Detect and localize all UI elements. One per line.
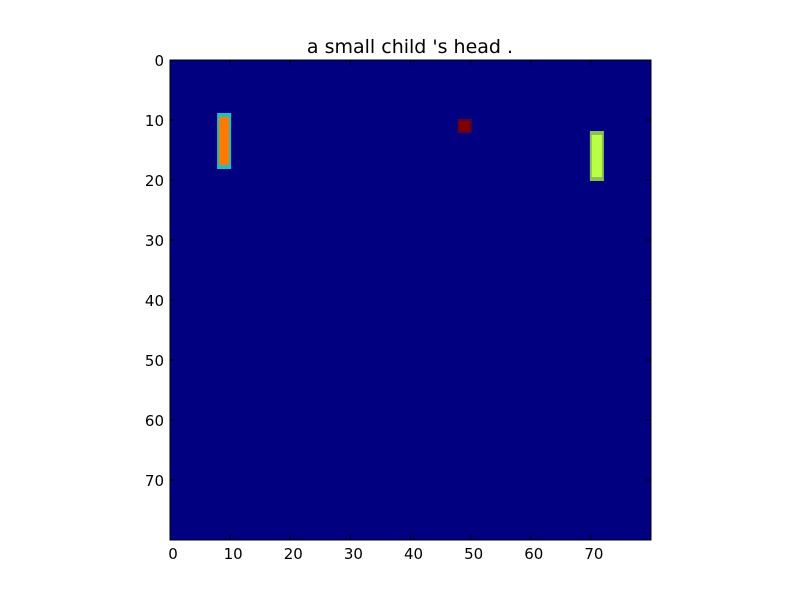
y-tick-label: 50	[145, 352, 164, 370]
y-tick-label: 40	[145, 292, 164, 310]
heatmap-highlight-3	[591, 135, 602, 177]
x-axis: 0 10 20 30 40 50 60 70	[168, 60, 603, 563]
y-tick-label: 20	[145, 172, 164, 190]
y-tick-label: 70	[145, 472, 164, 490]
y-tick-label: 60	[145, 412, 164, 430]
x-tick-label: 40	[404, 545, 423, 563]
y-axis: 0 10 20 30 40 50 60 70	[145, 52, 651, 490]
y-tick-label: 10	[145, 112, 164, 130]
chart-title: a small child 's head .	[307, 36, 513, 58]
y-tick-label: 30	[145, 232, 164, 250]
heatmap-highlight-1	[219, 117, 230, 165]
x-tick-label: 0	[168, 545, 178, 563]
x-tick-label: 20	[284, 545, 303, 563]
heatmap-marks	[217, 113, 604, 181]
x-tick-label: 30	[344, 545, 363, 563]
x-tick-label: 10	[224, 545, 243, 563]
heatmap-highlight-2	[459, 121, 470, 131]
x-tick-label: 50	[464, 545, 483, 563]
x-tick-label: 60	[524, 545, 543, 563]
plot-background	[170, 60, 651, 540]
y-tick-label: 0	[154, 52, 164, 70]
x-tick-label: 70	[584, 545, 603, 563]
